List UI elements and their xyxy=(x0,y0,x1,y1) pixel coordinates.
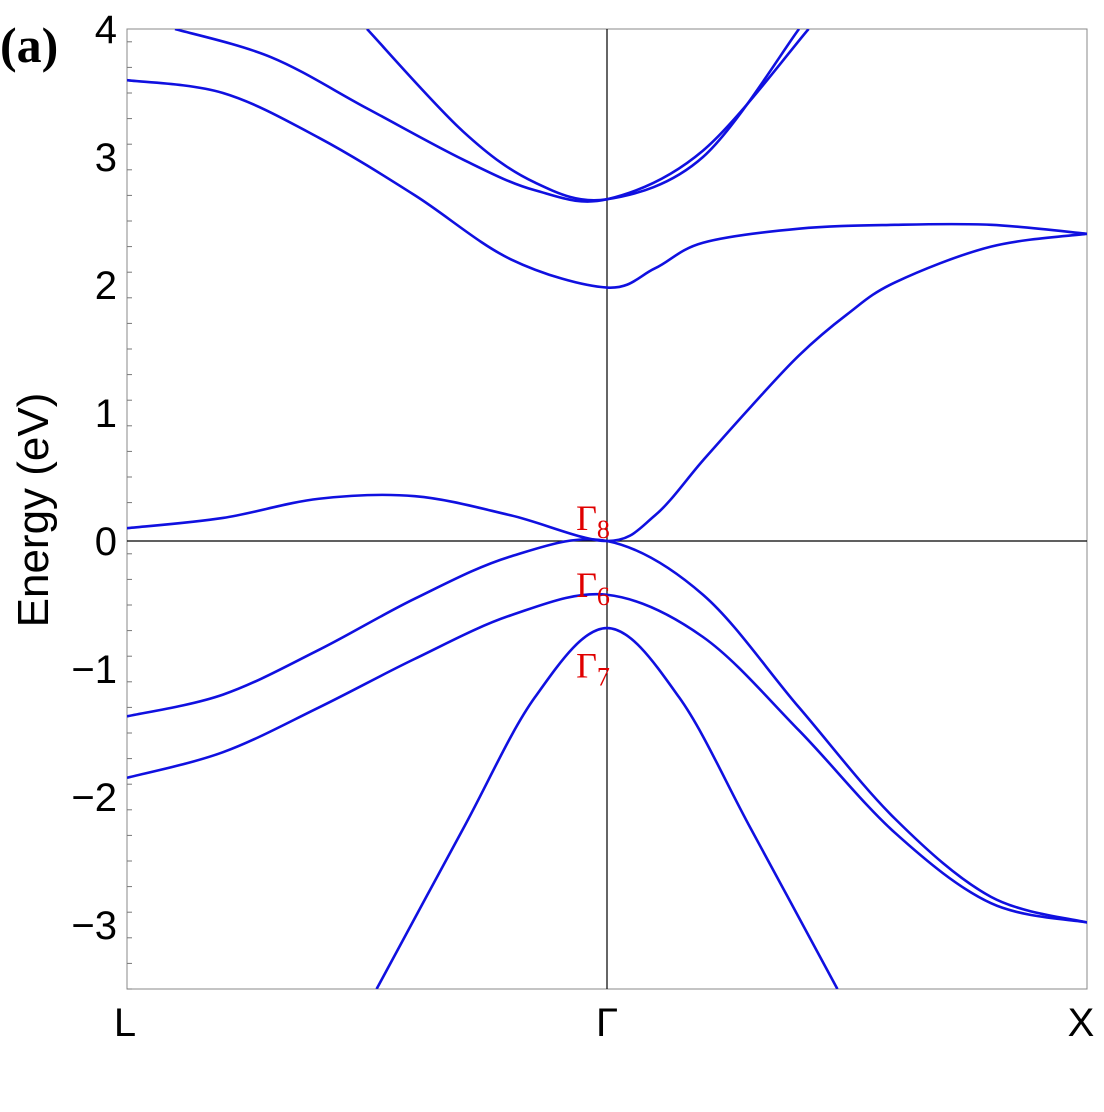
annotation-gamma-8: Γ8 xyxy=(576,498,610,544)
y-tick-label: −3 xyxy=(71,904,117,948)
x-tick-label: Γ xyxy=(596,1001,618,1045)
y-tick-label: −2 xyxy=(71,776,117,820)
band-line-6 xyxy=(174,29,810,203)
y-tick-label: 1 xyxy=(95,392,117,436)
x-tick-label: L xyxy=(114,1001,136,1045)
band-curves xyxy=(127,29,1087,989)
y-tick-label: −1 xyxy=(71,648,117,692)
x-tick-label: X xyxy=(1068,1001,1095,1045)
annotation-gamma-7: Γ7 xyxy=(576,645,610,691)
annotation-gamma-6: Γ6 xyxy=(576,565,610,611)
y-tick-label: 0 xyxy=(95,520,117,564)
band-line-4 xyxy=(375,626,839,989)
band-line-1 xyxy=(127,232,1087,543)
y-tick-label: 4 xyxy=(95,8,117,52)
plot-axes: −3 −2 −1 0 1 2 3 4 L Γ X xyxy=(71,8,1094,1045)
panel-label: (a) xyxy=(0,17,58,73)
band-line-3 xyxy=(127,592,1087,924)
band-line-7 xyxy=(366,29,801,202)
band-line-2 xyxy=(127,537,1087,924)
band-line-5 xyxy=(127,78,1087,289)
y-tick-label: 3 xyxy=(95,136,117,180)
y-axis-title: Energy (eV) xyxy=(9,393,58,628)
y-tick-label: 2 xyxy=(95,264,117,308)
annotations: Γ8 Γ6 Γ7 xyxy=(576,498,610,691)
